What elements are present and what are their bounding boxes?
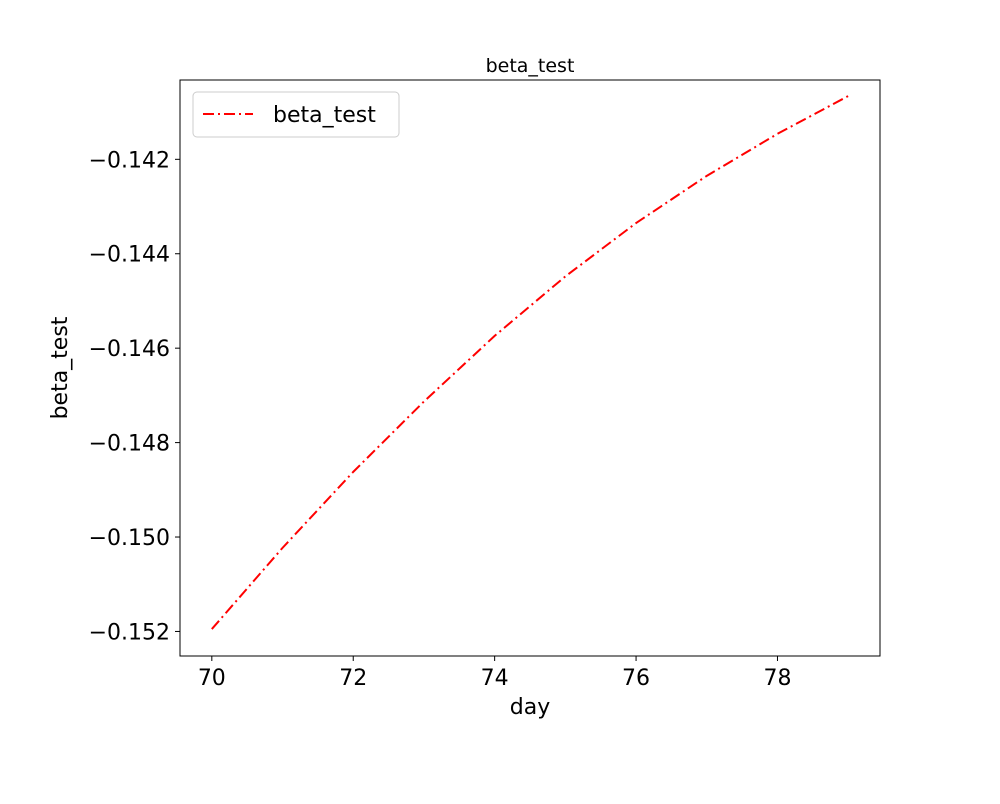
y-tick-label: −0.152 [89, 620, 170, 645]
y-axis-label: beta_test [48, 316, 73, 419]
legend-label-beta-test: beta_test [273, 103, 376, 128]
x-axis: 70 72 74 76 78 [198, 656, 791, 691]
chart-title: beta_test [486, 55, 575, 77]
x-tick-label: 72 [339, 666, 367, 691]
x-tick-label: 70 [198, 666, 226, 691]
y-tick-label: −0.142 [89, 148, 170, 173]
y-tick-label: −0.144 [89, 243, 170, 268]
y-tick-label: −0.146 [89, 337, 170, 362]
x-tick-label: 78 [763, 666, 791, 691]
plot-area [179, 79, 881, 657]
y-tick-label: −0.148 [89, 432, 170, 457]
series-layer [211, 95, 849, 630]
y-tick-label: −0.150 [89, 526, 170, 551]
series-line-beta-test [211, 95, 849, 630]
x-tick-label: 74 [481, 666, 509, 691]
x-axis-label: day [510, 695, 550, 720]
legend-box [192, 91, 400, 138]
y-axis: −0.152 −0.150 −0.148 −0.146 −0.144 −0.142 [89, 148, 180, 645]
legend: beta_test [192, 91, 400, 138]
x-tick-label: 76 [622, 666, 650, 691]
